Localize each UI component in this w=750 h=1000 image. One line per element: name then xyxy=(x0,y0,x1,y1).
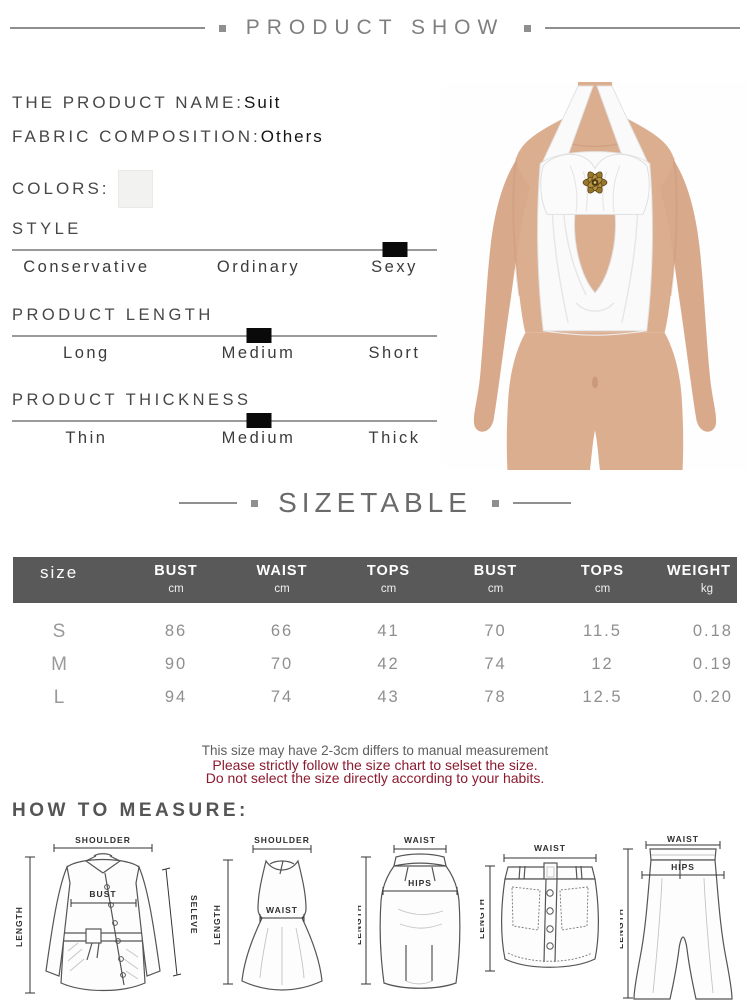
product-name-row: THE PRODUCT NAME:Suit xyxy=(12,93,281,113)
selected-marker xyxy=(382,242,407,257)
svg-text:WAIST: WAIST xyxy=(534,843,566,853)
table-row-l: L 94 74 43 78 12.5 0.20 xyxy=(53,686,733,708)
svg-text:SHOULDER: SHOULDER xyxy=(75,835,131,845)
fabric-label: FABRIC COMPOSITION: xyxy=(12,127,261,146)
svg-text:LENGTH: LENGTH xyxy=(14,906,24,947)
product-name-value: Suit xyxy=(244,93,282,112)
svg-text:LENGTH: LENGTH xyxy=(358,904,363,945)
note-warning-line1: Please strictly follow the size chart to… xyxy=(212,757,538,773)
sizetable-rule-left xyxy=(179,502,238,504)
mannequin-arm-right xyxy=(659,159,717,432)
column-header-bust-2: BUST cm xyxy=(473,563,518,595)
attr-title: PRODUCT LENGTH xyxy=(12,306,214,324)
note-measurement-tolerance: This size may have 2-3cm differs to manu… xyxy=(201,743,549,758)
attr-option: Thin xyxy=(65,429,108,447)
sizetable-title: SIZETABLE xyxy=(278,487,472,518)
mannequin-hips xyxy=(506,332,684,470)
column-header-tops-2: TOPS cm xyxy=(580,563,625,595)
how-to-measure-title: HOW TO MEASURE: xyxy=(12,800,249,821)
color-swatch xyxy=(117,170,153,208)
figure-jacket: SHOULDER LENGTH BUST xyxy=(14,835,199,994)
attr-title: STYLE xyxy=(12,220,82,238)
attr-group-thickness: PRODUCT THICKNESS Thin Medium Thick xyxy=(12,391,437,451)
attr-option: Short xyxy=(368,344,421,362)
square-bullet-icon xyxy=(524,24,532,32)
svg-text:HIPS: HIPS xyxy=(408,878,432,888)
selected-marker xyxy=(246,413,271,428)
colors-row: COLORS: xyxy=(12,170,153,208)
fabric-row: FABRIC COMPOSITION:Others xyxy=(12,127,324,147)
figure-pants: WAIST LENGTH HIPS xyxy=(620,834,733,1000)
attr-option: Medium xyxy=(221,344,296,362)
svg-text:LENGTH: LENGTH xyxy=(480,898,486,939)
header-rule-right xyxy=(545,27,740,29)
svg-text:SELEVE: SELEVE xyxy=(189,895,199,935)
figure-dress: SHOULDER LENGTH WAIST xyxy=(212,835,323,991)
column-header-waist: WAIST cm xyxy=(256,563,308,595)
attr-option: Ordinary xyxy=(216,258,301,276)
square-bullet-icon xyxy=(491,499,499,507)
size-table: size BUST cm WAIST cm TOPS cm BUST cm TO… xyxy=(13,557,737,714)
table-row-s: S 86 66 41 70 11.5 0.18 xyxy=(52,620,733,642)
svg-text:WAIST: WAIST xyxy=(404,835,436,845)
sizetable-header: SIZETABLE xyxy=(10,487,740,519)
square-bullet-icon xyxy=(251,499,259,507)
attr-scale-line xyxy=(12,413,437,428)
svg-text:LENGTH: LENGTH xyxy=(212,904,222,945)
svg-text:HIPS: HIPS xyxy=(671,862,695,872)
attr-title: PRODUCT THICKNESS xyxy=(12,391,252,409)
svg-text:WAIST: WAIST xyxy=(266,905,298,915)
column-header-tops: TOPS cm xyxy=(366,563,411,595)
square-bullet-icon xyxy=(218,24,226,32)
note-warning-line2: Do not select the size directly accordin… xyxy=(205,769,545,786)
fabric-value: Others xyxy=(260,127,324,146)
attr-option: Long xyxy=(63,344,110,362)
mannequin-illustration xyxy=(440,82,750,470)
selected-marker xyxy=(246,328,271,343)
colors-label: COLORS: xyxy=(12,179,110,198)
product-show-header: PRODUCT SHOW xyxy=(10,16,740,40)
column-header-bust: BUST cm xyxy=(154,563,198,595)
attr-option: Medium xyxy=(221,429,296,447)
sizetable-rule-right xyxy=(512,502,571,504)
header-rule-left xyxy=(10,27,205,29)
attr-option: Conservative xyxy=(23,258,150,276)
measure-figures: SHOULDER LENGTH BUST xyxy=(14,833,746,1000)
attr-option: Thick xyxy=(368,429,421,447)
note-size-warning: Please strictly follow the size chart to… xyxy=(0,757,750,786)
mannequin-arm-left xyxy=(473,159,531,432)
figure-long-skirt: WAIST LENGTH HIPS xyxy=(358,835,461,989)
svg-text:BUST: BUST xyxy=(89,889,116,899)
product-name-label: THE PRODUCT NAME: xyxy=(12,93,245,112)
product-photo-mannequin xyxy=(440,82,750,470)
attr-group-style: STYLE Conservative Ordinary Sexy xyxy=(12,220,437,280)
attr-scale-line xyxy=(12,242,437,257)
attr-scale-line xyxy=(12,328,437,343)
svg-text:WAIST: WAIST xyxy=(667,834,699,844)
column-header-size: size xyxy=(40,563,79,582)
attr-option: Sexy xyxy=(371,258,418,276)
attr-group-length: PRODUCT LENGTH Long Medium Short xyxy=(12,306,437,366)
column-header-weight: WEIGHT kg xyxy=(667,563,731,595)
table-row-m: M 90 70 42 74 12 0.19 xyxy=(51,653,733,675)
svg-text:SHOULDER: SHOULDER xyxy=(254,835,310,845)
page-title: PRODUCT SHOW xyxy=(245,16,505,39)
figure-mini-skirt: WAIST LENGTH xyxy=(480,843,599,972)
svg-text:LENGTH: LENGTH xyxy=(620,908,625,949)
brooch-flower-icon xyxy=(582,171,608,194)
size-table-header-row: size BUST cm WAIST cm TOPS cm BUST cm TO… xyxy=(13,557,737,603)
